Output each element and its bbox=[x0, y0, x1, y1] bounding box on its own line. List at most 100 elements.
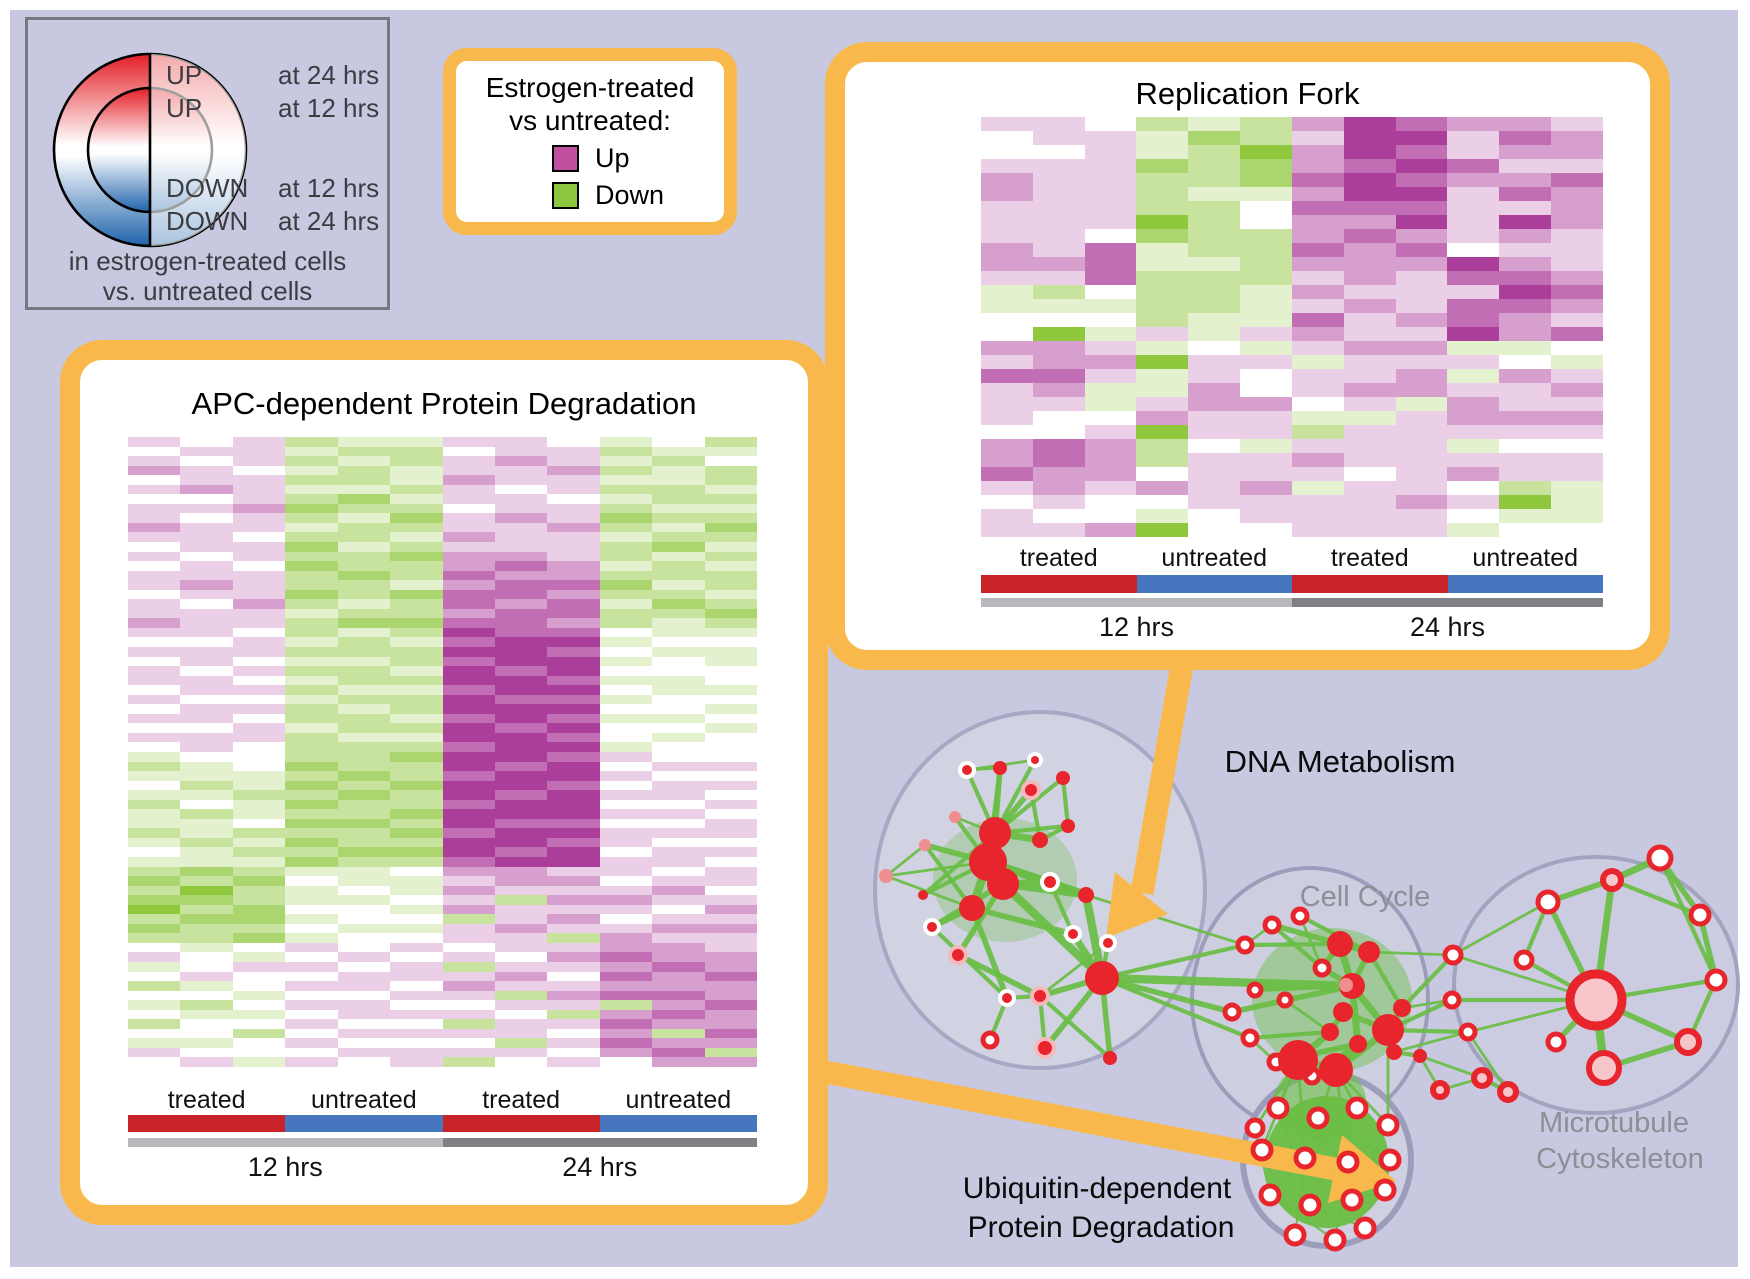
heatmap-cell bbox=[652, 503, 705, 514]
heatmap-cell bbox=[1032, 383, 1085, 397]
heatmap-cell bbox=[232, 465, 286, 476]
heatmap-cell bbox=[1291, 201, 1344, 215]
heatmap-cell bbox=[390, 952, 443, 962]
heatmap-cell bbox=[704, 513, 757, 523]
network-node-p bbox=[919, 839, 931, 851]
heatmap-cell bbox=[442, 503, 495, 514]
heatmap-cell bbox=[547, 732, 600, 743]
heatmap-cell bbox=[232, 876, 286, 886]
heatmap-cell bbox=[180, 971, 233, 982]
heatmap-cell bbox=[232, 694, 286, 705]
heatmap-cell bbox=[1499, 341, 1552, 355]
heatmap-cell bbox=[1240, 299, 1292, 313]
heatmap-cell bbox=[232, 656, 286, 667]
heatmap-cell bbox=[1240, 313, 1292, 327]
heatmap-cell bbox=[704, 1047, 757, 1058]
heatmap-cell bbox=[1240, 523, 1292, 537]
heatmap-cell bbox=[128, 503, 181, 514]
heatmap-cell bbox=[1499, 369, 1552, 383]
heatmap-cell bbox=[1291, 411, 1344, 425]
heatmap-cell bbox=[285, 484, 338, 495]
heatmap-cell bbox=[180, 723, 233, 733]
group-label: treated bbox=[167, 1086, 246, 1114]
heatmap-cell bbox=[1551, 425, 1603, 439]
heatmap-cell bbox=[1499, 187, 1552, 201]
group-label: untreated bbox=[1161, 544, 1268, 572]
heatmap-cell bbox=[337, 876, 391, 886]
apc-panel-title: APC-dependent Protein Degradation bbox=[191, 386, 697, 421]
time-bar-segment bbox=[442, 1138, 757, 1147]
heatmap-cell bbox=[494, 885, 548, 896]
network-node-rw bbox=[1262, 915, 1282, 935]
heatmap-cell bbox=[599, 799, 653, 810]
heatmap-cell bbox=[981, 229, 1033, 243]
heatmap-cell bbox=[1240, 425, 1292, 439]
heatmap-cell bbox=[1447, 187, 1500, 201]
heatmap-cell bbox=[337, 532, 391, 542]
heatmap-cell bbox=[390, 475, 443, 485]
apc-heatmap bbox=[128, 437, 757, 1067]
heatmap-cell bbox=[390, 895, 443, 905]
heatmap-cell bbox=[337, 752, 391, 762]
heatmap-cell bbox=[337, 1028, 391, 1039]
heatmap-cell bbox=[494, 542, 548, 552]
heatmap-cell bbox=[285, 942, 338, 953]
heatmap-cell bbox=[1343, 453, 1396, 467]
heatmap-cell bbox=[1447, 313, 1500, 327]
heatmap-cell bbox=[981, 145, 1033, 159]
heatmap-cell bbox=[390, 828, 443, 838]
heatmap-cell bbox=[337, 1019, 391, 1029]
heatmap-cell bbox=[442, 551, 495, 562]
heatmap-cell bbox=[1032, 467, 1085, 481]
heatmap-cell bbox=[128, 981, 181, 991]
heatmap-cell bbox=[337, 685, 391, 695]
heatmap-cell bbox=[1551, 243, 1603, 257]
heatmap-cell bbox=[442, 713, 495, 724]
heatmap-cell bbox=[704, 1009, 757, 1020]
heatmap-cell bbox=[599, 780, 653, 791]
heatmap-cell bbox=[180, 771, 233, 781]
network-edge bbox=[1393, 1030, 1469, 1054]
heatmap-cell bbox=[285, 494, 338, 504]
network-edge bbox=[1000, 880, 1105, 982]
heatmap-cell bbox=[285, 732, 338, 743]
heatmap-cell bbox=[1136, 453, 1189, 467]
heatmap-cell bbox=[1447, 523, 1500, 537]
network-node-dw bbox=[923, 918, 941, 936]
heatmap-cell bbox=[1136, 369, 1189, 383]
heatmap-cell bbox=[1188, 509, 1241, 523]
heatmap-cell bbox=[1136, 341, 1189, 355]
heatmap-cell bbox=[494, 866, 548, 877]
heatmap-cell bbox=[1343, 467, 1396, 481]
heatmap-cell bbox=[1343, 187, 1396, 201]
heatmap-cell bbox=[599, 627, 653, 638]
heatmap-cell bbox=[1240, 481, 1292, 495]
network-edge bbox=[1466, 1031, 1510, 1093]
heatmap-cell bbox=[547, 484, 600, 495]
heatmap-cell bbox=[1395, 187, 1448, 201]
heatmap-cell bbox=[494, 799, 548, 810]
heatmap-cell bbox=[1447, 369, 1500, 383]
heatmap-cell bbox=[1240, 453, 1292, 467]
heatmap-cell bbox=[599, 952, 653, 962]
heatmap-cell bbox=[285, 618, 338, 628]
heatmap-cell bbox=[285, 971, 338, 982]
heatmap-cell bbox=[652, 627, 705, 638]
heatmap-cell bbox=[180, 962, 233, 972]
heatmap-cell bbox=[1499, 481, 1552, 495]
heatmap-cell bbox=[1032, 243, 1085, 257]
heatmap-cell bbox=[704, 685, 757, 695]
heatmap-cell bbox=[547, 685, 600, 695]
apc-time-labels: 12 hrs 24 hrs bbox=[128, 1152, 757, 1183]
heatmap-cell bbox=[547, 494, 600, 504]
heatmap-cell bbox=[547, 475, 600, 485]
heatmap-cell bbox=[232, 837, 286, 848]
heatmap-cell bbox=[442, 1009, 495, 1020]
heatmap-cell bbox=[390, 857, 443, 867]
heatmap-cell bbox=[981, 397, 1033, 411]
heatmap-cell bbox=[704, 522, 757, 533]
heatmap-cell bbox=[128, 589, 181, 600]
heatmap-cell bbox=[1188, 299, 1241, 313]
heatmap-cell bbox=[390, 1047, 443, 1058]
heatmap-cell bbox=[1447, 439, 1500, 453]
